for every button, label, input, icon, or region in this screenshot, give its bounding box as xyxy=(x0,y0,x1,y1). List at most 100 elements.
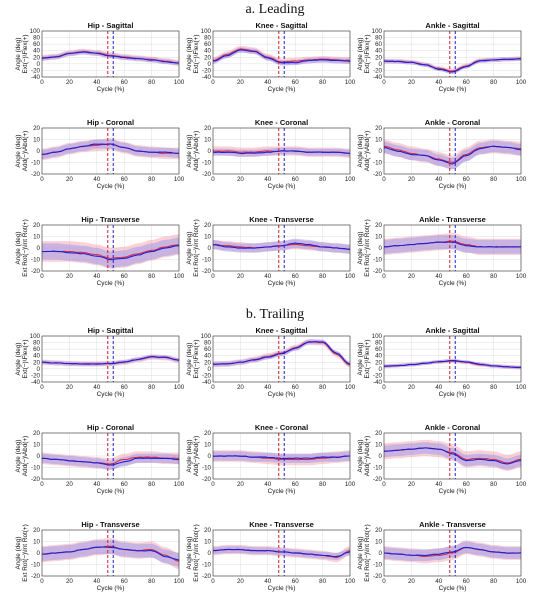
y-axis-label: Angle (deg) xyxy=(186,231,193,264)
y-tick-label: -20 xyxy=(373,476,383,483)
x-tick-label: 0 xyxy=(382,273,386,280)
y-axis-label: Angle (deg) xyxy=(186,439,193,472)
x-tick-label: 20 xyxy=(237,176,244,183)
y-tick-label: 0 xyxy=(37,245,41,252)
y-axis-sublabel: Add(−)\Abd(+) xyxy=(22,131,29,172)
x-tick-label: 0 xyxy=(382,384,386,391)
x-tick-label: 0 xyxy=(40,273,44,280)
y-tick-label: 40 xyxy=(375,48,382,55)
y-tick-label: -10 xyxy=(31,562,41,569)
panel-title: Ankle - Transverse xyxy=(419,215,486,224)
x-tick-label: 60 xyxy=(121,578,128,585)
chart-panel: Ankle - Coronal 0 20 40 60 80 100 -20 -10 0 10 20 Cy… xyxy=(357,118,527,190)
x-tick-label: 60 xyxy=(463,79,470,86)
x-tick-label: 0 xyxy=(382,176,386,183)
y-tick-label: 20 xyxy=(33,54,40,61)
x-tick-label: 80 xyxy=(319,578,326,585)
x-tick-label: 60 xyxy=(292,481,299,488)
y-axis-label: Angle (deg) xyxy=(15,37,22,70)
series-red-band xyxy=(42,234,179,269)
series-blue-mean-line xyxy=(212,150,351,155)
y-tick-label: -40 xyxy=(202,379,212,386)
x-tick-label: 80 xyxy=(490,273,497,280)
y-tick-label: 10 xyxy=(375,137,382,144)
series-blue-band xyxy=(42,237,179,268)
y-tick-label: -40 xyxy=(373,74,383,81)
x-tick-label: 100 xyxy=(516,481,527,488)
y-tick-label: -10 xyxy=(373,465,383,472)
y-axis-label: Angle (deg) xyxy=(357,536,364,569)
x-tick-label: 0 xyxy=(382,79,386,86)
y-tick-label: -20 xyxy=(31,268,41,275)
plot-frame xyxy=(212,127,351,175)
x-tick-label: 20 xyxy=(237,481,244,488)
y-tick-label: 100 xyxy=(372,333,383,340)
x-axis-label: Cycle (%) xyxy=(439,280,467,287)
y-tick-label: -40 xyxy=(31,379,41,386)
x-tick-label: 80 xyxy=(148,578,155,585)
x-tick-label: 20 xyxy=(66,384,73,391)
x-tick-label: 20 xyxy=(408,481,415,488)
y-tick-label: 100 xyxy=(201,28,212,35)
y-axis-sublabel: Add(−)\Abd(+) xyxy=(193,131,200,172)
x-tick-label: 40 xyxy=(93,273,100,280)
series-blue-mean-line xyxy=(42,355,180,365)
x-tick-label: 60 xyxy=(463,578,470,585)
x-tick-label: 80 xyxy=(319,384,326,391)
x-tick-label: 80 xyxy=(148,384,155,391)
panel-title: Ankle - Coronal xyxy=(425,118,480,127)
series-red-band xyxy=(42,538,179,570)
y-tick-label: 20 xyxy=(204,430,211,437)
panel-title: Ankle - Sagittal xyxy=(425,21,479,30)
y-tick-label: 80 xyxy=(33,35,40,42)
x-tick-label: 20 xyxy=(237,578,244,585)
x-tick-label: 60 xyxy=(121,481,128,488)
y-axis-sublabel: Ext Rot(−)\Int Rot(+) xyxy=(193,524,200,582)
y-tick-label: 20 xyxy=(204,125,211,132)
x-axis-label: Cycle (%) xyxy=(439,183,467,190)
series-blue-mean-line xyxy=(212,548,351,558)
series-blue-band xyxy=(42,540,179,567)
y-tick-label: 20 xyxy=(204,222,211,229)
series-red-mean-line xyxy=(42,244,180,260)
y-tick-label: 20 xyxy=(375,359,382,366)
x-tick-label: 100 xyxy=(516,578,527,585)
panel-title: Knee - Coronal xyxy=(255,423,308,432)
panel-title: Hip - Sagittal xyxy=(88,21,134,30)
x-tick-label: 0 xyxy=(211,176,215,183)
chart-panel: Ankle - Transverse 0 20 40 60 80 100 -20 -10 0 10 2… xyxy=(357,215,527,287)
x-tick-label: 60 xyxy=(463,273,470,280)
panel-title: Knee - Sagittal xyxy=(255,21,307,30)
x-axis-label: Cycle (%) xyxy=(439,585,467,592)
y-tick-label: 0 xyxy=(208,550,212,557)
x-tick-label: 60 xyxy=(463,481,470,488)
x-tick-label: 40 xyxy=(264,578,271,585)
series-blue-mean-line xyxy=(383,145,522,165)
y-tick-label: 80 xyxy=(33,340,40,347)
panel-title: Hip - Transverse xyxy=(81,215,139,224)
plot-frame xyxy=(383,30,522,78)
y-tick-label: 20 xyxy=(33,222,40,229)
y-axis-sublabel: Ext(−)\Flex(+) xyxy=(193,339,200,378)
y-tick-label: 60 xyxy=(33,346,40,353)
y-tick-label: 10 xyxy=(375,442,382,449)
y-tick-label: 100 xyxy=(372,28,383,35)
series-red-band xyxy=(384,439,521,471)
y-tick-label: 20 xyxy=(33,125,40,132)
y-tick-label: 0 xyxy=(208,453,212,460)
plot-frame xyxy=(41,127,180,175)
y-tick-label: 0 xyxy=(379,148,383,155)
x-tick-label: 80 xyxy=(490,79,497,86)
y-axis-label: Angle (deg) xyxy=(357,37,364,70)
y-axis-label: Angle (deg) xyxy=(186,536,193,569)
x-tick-label: 100 xyxy=(516,273,527,280)
y-axis-label: Angle (deg) xyxy=(186,134,193,167)
chart-panel: Knee - Transverse 0 20 40 60 80 100 -20 -10 0 10 20… xyxy=(186,520,356,592)
plot-frame xyxy=(383,432,522,480)
y-axis-label: Angle (deg) xyxy=(357,342,364,375)
series-blue-band xyxy=(213,147,350,157)
y-tick-label: 20 xyxy=(33,430,40,437)
plot-frame xyxy=(383,529,522,577)
series-blue-mean-line xyxy=(383,359,522,369)
